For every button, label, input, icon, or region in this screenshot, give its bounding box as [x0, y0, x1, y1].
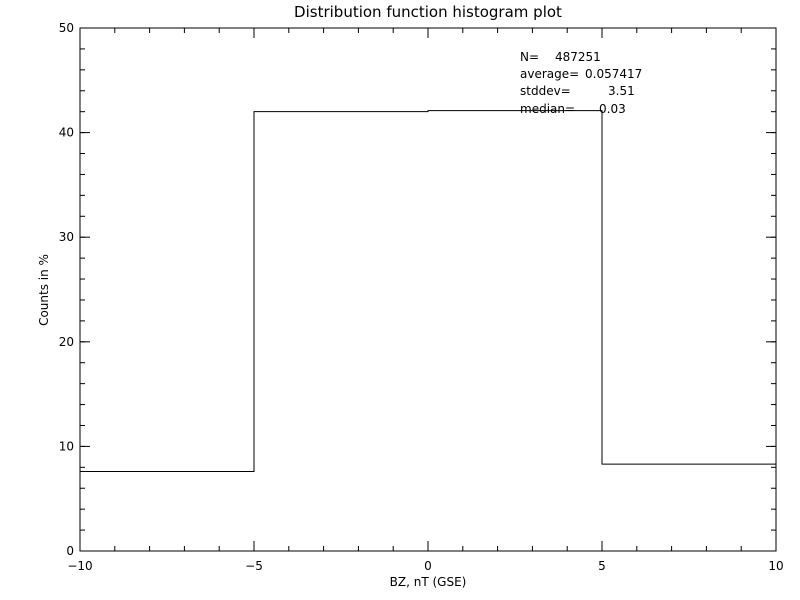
- stat-median-value: 0.03: [599, 102, 626, 116]
- stat-average-label: average=: [520, 67, 579, 81]
- stat-n-value: 487251: [555, 50, 601, 64]
- minor-ticks: [79, 27, 777, 552]
- y-tick-label: 40: [59, 126, 74, 140]
- stat-stddev-label: stddev=: [520, 84, 571, 98]
- major-ticks: [79, 27, 777, 552]
- y-axis-label: Counts in %: [37, 254, 51, 326]
- y-tick-labels: 0 10 20 30 40 50: [59, 21, 74, 558]
- x-tick-label: −5: [245, 559, 263, 573]
- x-axis-label: BZ, nT (GSE): [390, 575, 467, 589]
- histogram-step-line: [80, 110, 776, 473]
- x-tick-label: 0: [424, 559, 432, 573]
- x-tick-label: 10: [768, 559, 783, 573]
- x-tick-labels: −10 −5 0 5 10: [67, 559, 783, 573]
- plot-frame: [79, 27, 777, 552]
- histogram-bin: [254, 112, 428, 551]
- stats-box: N= 487251 average= 0.057417 stddev= 3.51…: [520, 50, 642, 116]
- plot-border: [79, 27, 777, 552]
- y-tick-label: 50: [59, 21, 74, 35]
- stat-n-label: N=: [520, 50, 539, 64]
- stat-median-label: median=: [520, 102, 575, 116]
- histogram-bin: [428, 111, 602, 551]
- histogram-bin: [602, 464, 776, 551]
- bin-marks: [80, 111, 776, 551]
- stat-stddev-value: 3.51: [608, 84, 635, 98]
- x-tick-label: 5: [598, 559, 606, 573]
- y-tick-label: 0: [66, 544, 74, 558]
- histogram-bin: [80, 472, 254, 551]
- y-tick-label: 30: [59, 230, 74, 244]
- y-tick-label: 20: [59, 335, 74, 349]
- stat-average-value: 0.057417: [585, 67, 642, 81]
- x-tick-label: −10: [67, 559, 92, 573]
- y-tick-label: 10: [59, 439, 74, 453]
- chart-title: Distribution function histogram plot: [294, 3, 562, 21]
